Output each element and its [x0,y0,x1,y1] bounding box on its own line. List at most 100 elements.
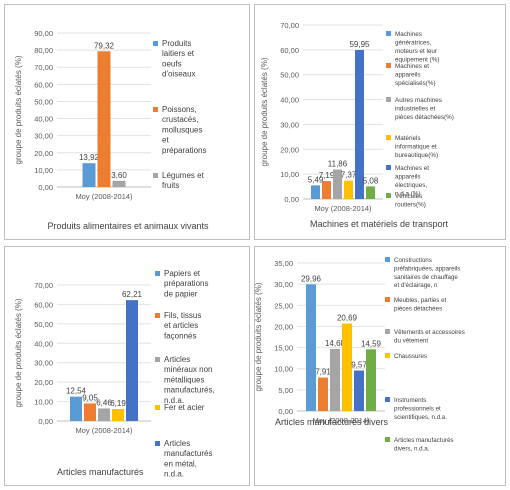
legend-swatch [386,97,391,102]
data-label: 12,54 [66,387,87,396]
y-tick-label: 40,00 [34,115,53,124]
legend-label: Instruments professionnels et scientifique… [394,397,447,421]
x-category-label: Moy (2008-2014) [75,426,133,435]
legend-swatch [155,313,160,318]
data-label: 59,95 [349,40,370,49]
legend-swatch [386,63,391,68]
data-label: 13,92 [79,153,100,162]
bar [97,51,111,188]
chart-svg: 0,00 10,00 20,00 30,00 40,00 50,00 60,00 70,00 8… [14,29,209,231]
legend-label: Produits laitiers et oeufs d'oiseaux [162,39,196,79]
bar [311,185,320,199]
legend-swatch [155,441,160,446]
legend-label: Constructions préfabriquées, appareils san… [394,257,460,289]
y-tick-label: 40,00 [280,96,299,105]
bar [318,377,328,411]
bar [126,300,138,421]
bar [366,186,375,199]
data-label: 7,19 [319,171,335,180]
legend-swatch [385,397,390,402]
chart-title: Articles manufacturés [57,467,144,477]
x-category-label: Moy (2008-2014) [75,192,133,201]
y-tick-label: 20,00 [34,149,53,158]
legend-label: Chaussures [394,353,427,360]
legend-swatch [155,405,160,410]
legend-label: Machines et appareils spécialisés(%) [395,63,436,87]
y-tick-label: 20,00 [34,378,53,387]
bar [70,396,82,421]
legend-swatch [385,329,390,334]
legend-label: Papiers et préparations de papier [164,269,208,298]
legend-swatch [153,107,158,112]
legend-swatch [153,173,158,178]
chart-svg: 0,00 5,00 10,00 15,00 20,00 25,00 30,00 35,00 gr… [255,257,465,452]
y-axis-label: groupe de produits éclatés (%) [255,282,263,391]
bar [82,163,96,187]
legend-label: Meubles, parties et pièces détachées [394,297,447,312]
bar [344,180,353,199]
y-tick-label: 50,00 [280,71,299,80]
legend-label: Articles manufacturés en métal, n.d.a. [164,439,212,479]
legend-swatch [155,357,160,362]
y-tick-label: 10,00 [34,398,53,407]
y-tick-label: 35,00 [274,259,293,268]
y-axis-label: groupe de produits éclatés (%) [260,57,269,166]
chart-title: Produits alimentaires et animaux vivants [47,221,209,231]
data-label: 11,86 [328,160,348,169]
chart-svg: 0,00 10,00 20,00 30,00 40,00 50,00 60,00 70,00 g… [14,269,215,479]
y-tick-label: 30,00 [274,280,293,289]
bar [342,323,352,411]
legend-swatch [153,41,158,46]
data-label: 9,57 [351,361,367,370]
legend-label: Poissons, crustacés, mollusques et préparati… [162,105,206,155]
bar [355,49,364,199]
data-label: 9,05 [82,393,98,402]
bar [330,348,340,411]
data-label: 3,60 [111,171,127,180]
legend-swatch [386,31,391,36]
data-label: 79,32 [94,41,115,50]
bar [98,408,110,421]
y-tick-label: 25,00 [274,301,293,310]
y-tick-label: 90,00 [34,29,53,38]
y-tick-label: 30,00 [34,359,53,368]
y-tick-label: 20,00 [274,322,293,331]
bar [366,349,376,411]
legend-swatch [386,135,391,140]
data-label: 7,91 [315,368,331,377]
legend-label: Fils, tissus et articles façonnés [164,311,201,340]
y-tick-label: 60,00 [280,46,299,55]
y-tick-label: 30,00 [34,132,53,141]
chart-panel-food: 0,00 10,00 20,00 30,00 40,00 50,00 60,00 70,00 8… [4,4,250,240]
data-label: 7,37 [341,171,357,180]
y-tick-label: 0,00 [38,183,53,192]
y-tick-label: 70,00 [34,63,53,72]
y-tick-label: 70,00 [280,21,299,30]
y-tick-label: 80,00 [34,46,53,55]
data-label: 20,69 [337,314,358,323]
data-label: 6,19 [110,399,126,408]
y-tick-label: 40,00 [34,339,53,348]
legend-swatch [385,297,390,302]
legend-label: Fer et acier [164,403,205,412]
x-category-label: Moy (2008-2014) [312,416,370,425]
y-tick-label: 70,00 [34,281,53,290]
y-tick-label: 10,00 [34,166,53,175]
y-tick-label: 15,00 [274,344,293,353]
bar [322,181,331,199]
legend-label: Machines et appareils électriques, n.d.a.(%… [395,165,429,198]
legend-swatch [385,257,390,262]
legend-label: Matériels informatique et bureautique(%) [395,135,438,159]
bar [333,169,342,199]
data-label: 62,21 [122,290,143,299]
y-tick-label: 0,00 [38,417,53,426]
data-label: 5,49 [308,175,324,184]
legend-label: Articles manufacturés divers, n.d.a. [394,437,454,452]
chart-panel-misc: 0,00 5,00 10,00 15,00 20,00 25,00 30,00 35,00 gr… [254,246,506,486]
y-tick-label: 50,00 [34,320,53,329]
chart-svg: 0,00 10,00 20,00 30,00 40,00 50,00 60,00 70,00 g… [260,21,454,229]
y-tick-label: 50,00 [34,97,53,106]
bar [354,370,364,411]
legend-swatch [386,193,391,198]
legend-label: Véhicules routiers(%) [395,193,426,209]
